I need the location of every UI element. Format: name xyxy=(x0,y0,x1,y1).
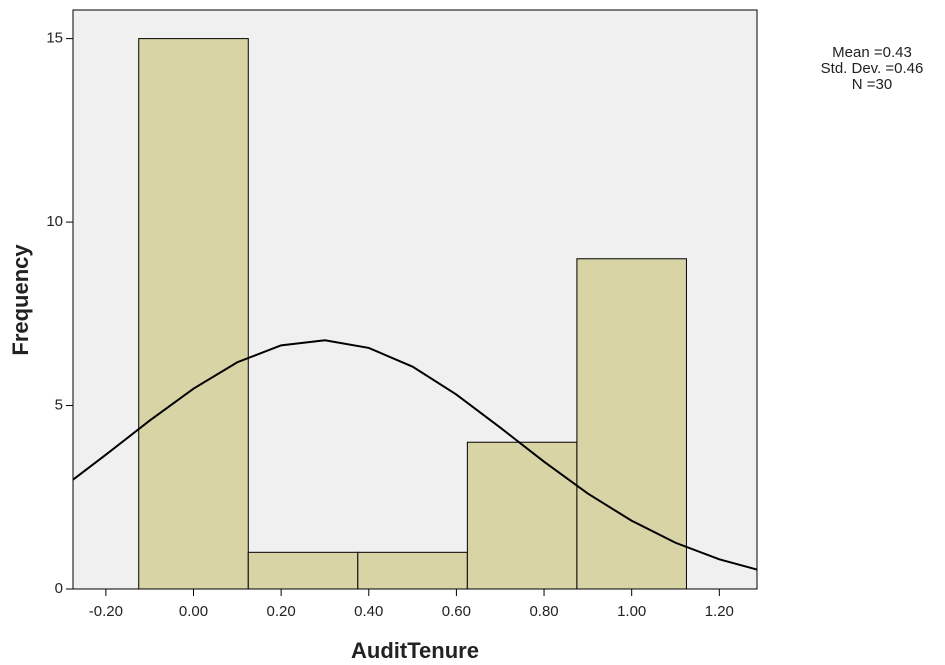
y-tick-label: 0 xyxy=(55,580,63,597)
bar xyxy=(466,441,578,590)
x-tick-label: 0.80 xyxy=(529,603,558,620)
stat-annotation: Std. Dev. =0.46 xyxy=(821,60,924,77)
stat-annotation: Mean =0.43 xyxy=(832,44,912,61)
x-tick-label: 0.00 xyxy=(179,603,208,620)
x-tick-label: 0.40 xyxy=(354,603,383,620)
bar xyxy=(247,551,359,590)
x-tick-label: 1.20 xyxy=(705,603,734,620)
x-tick-label: 1.00 xyxy=(617,603,646,620)
y-tick-label: 15 xyxy=(46,30,63,47)
normal-curve xyxy=(72,339,758,571)
bar xyxy=(576,258,687,590)
bar xyxy=(357,551,468,590)
y-axis-label: Frequency xyxy=(8,244,33,356)
stat-annotation: N =30 xyxy=(852,76,892,93)
x-tick-label: 0.60 xyxy=(442,603,471,620)
y-tick-label: 10 xyxy=(46,213,63,230)
y-tick-label: 5 xyxy=(55,397,63,414)
bar xyxy=(138,38,249,590)
x-tick-label: 0.20 xyxy=(267,603,296,620)
x-tick-label: -0.20 xyxy=(89,603,123,620)
x-axis-label: AuditTenure xyxy=(351,638,479,663)
